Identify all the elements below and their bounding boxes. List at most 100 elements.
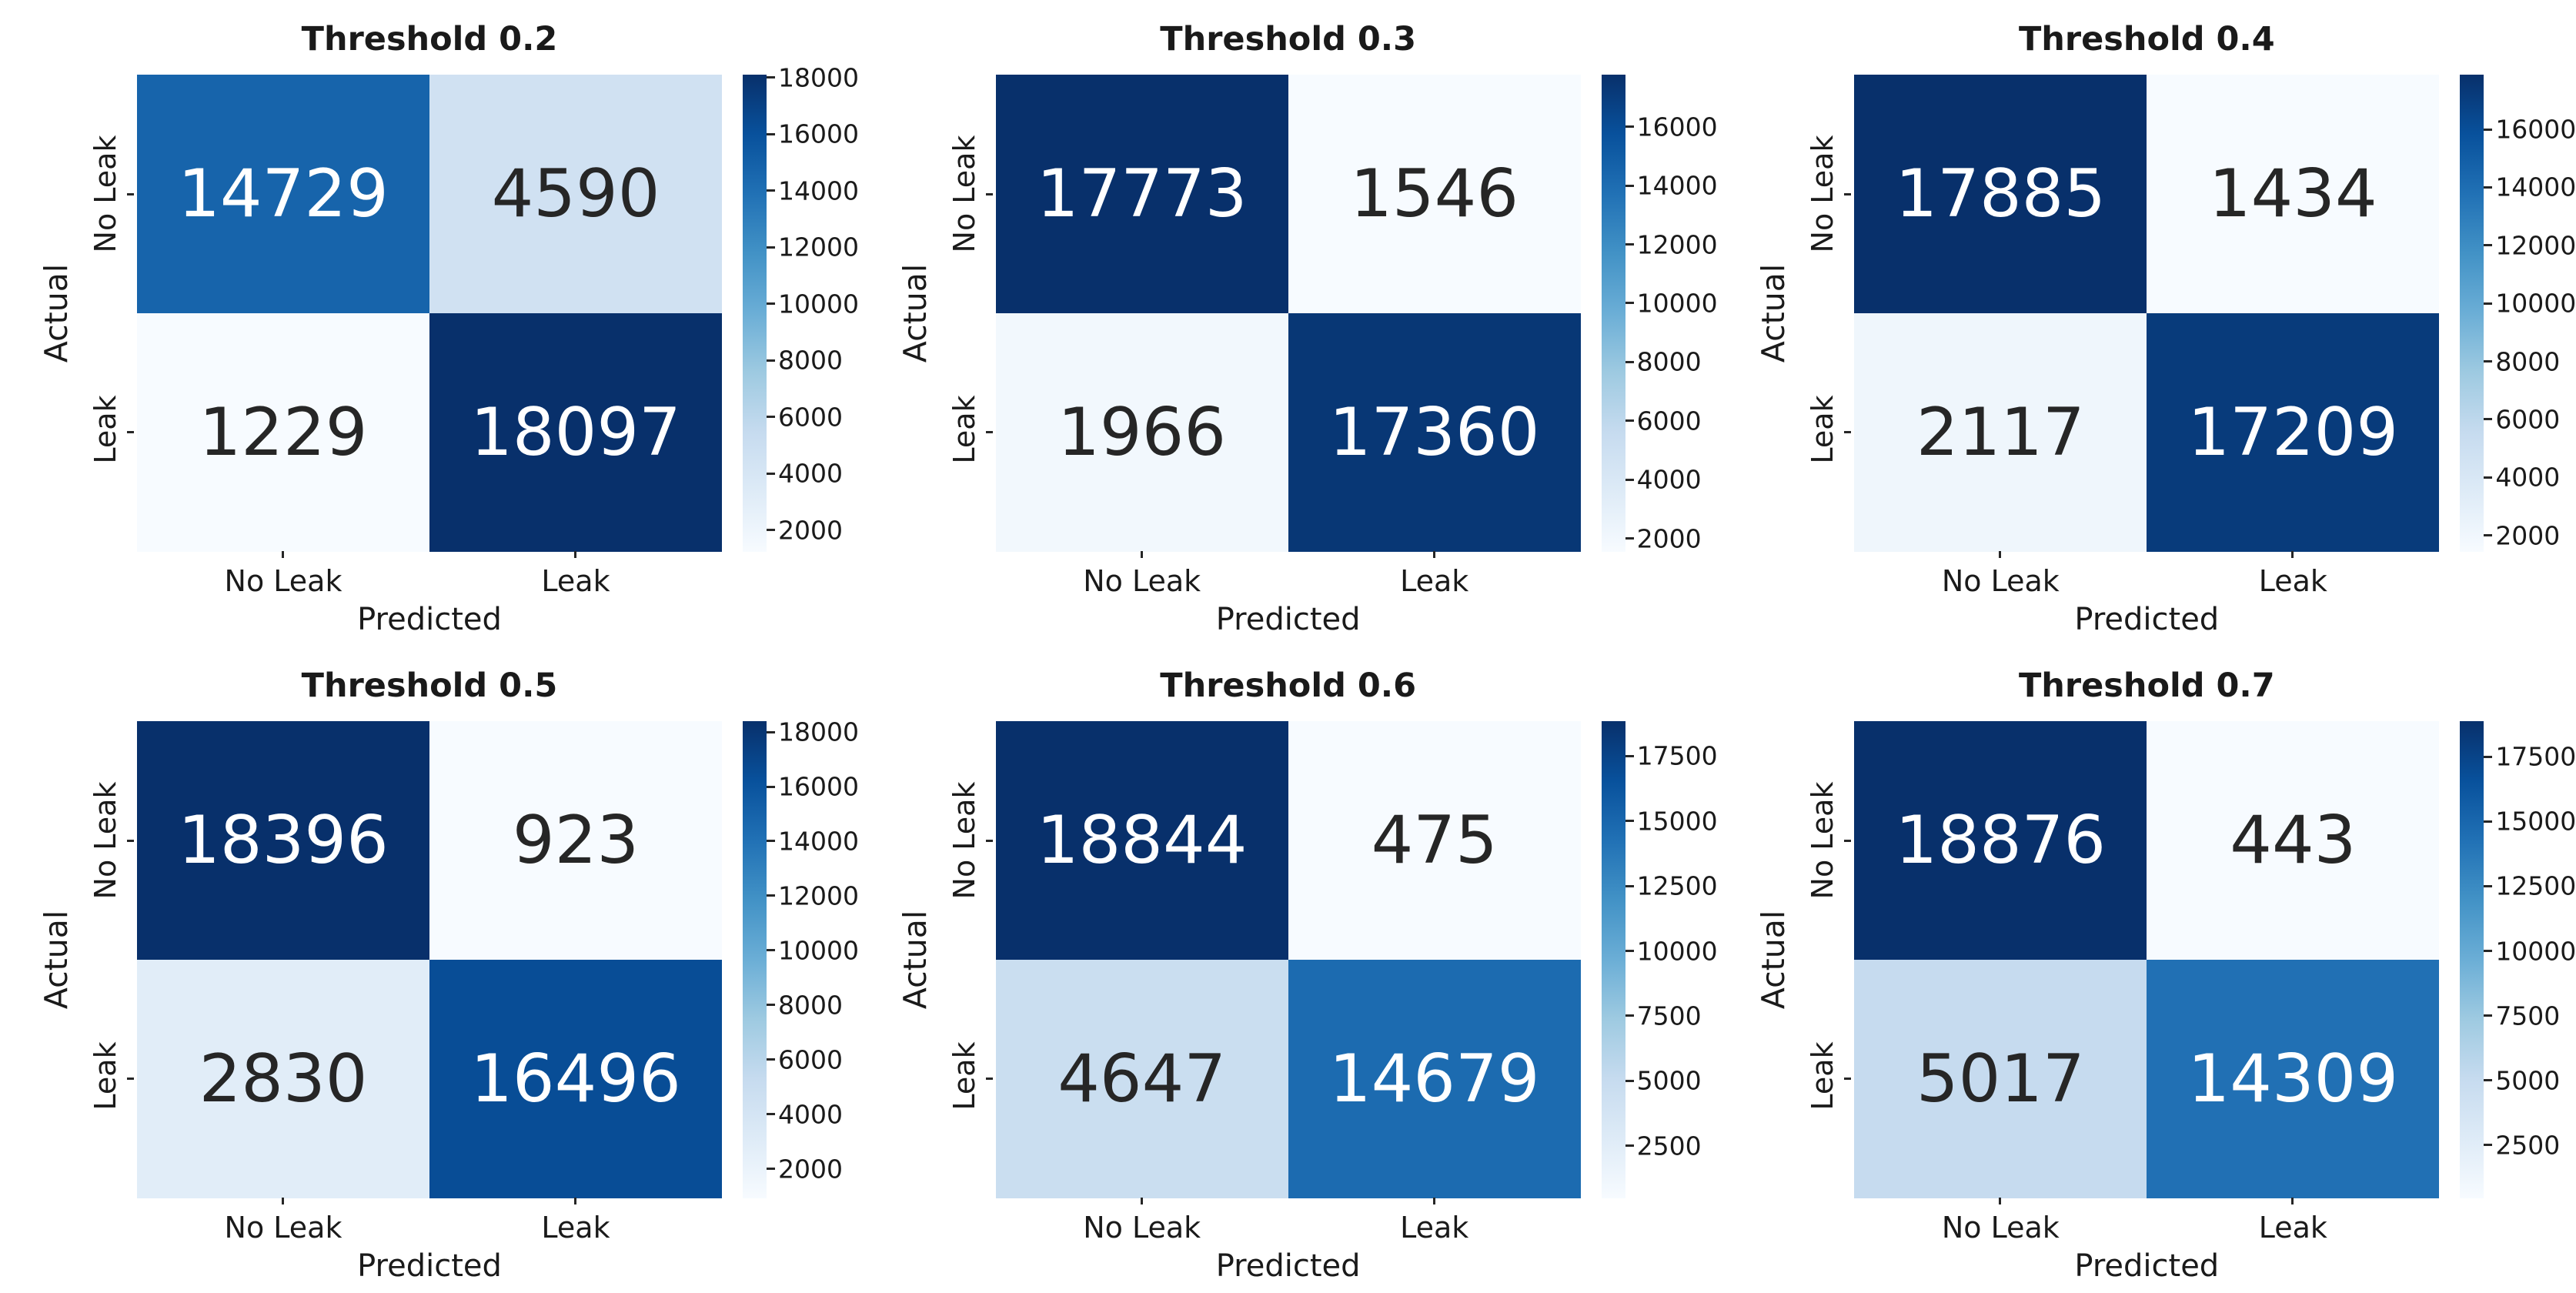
y-tick-mark xyxy=(127,1078,134,1080)
colorbar-tick-label: 12000 xyxy=(778,232,859,262)
colorbar-tick-label: 10000 xyxy=(1636,936,1718,966)
colorbar-tick-mark xyxy=(2484,884,2493,887)
colorbar-tick-mark xyxy=(767,416,775,419)
x-tick-label-leak: Leak xyxy=(1400,1211,1469,1245)
colorbar-tick-label: 10000 xyxy=(2495,288,2576,319)
cell-false-positive: 1434 xyxy=(2147,75,2440,313)
colorbar-tick-mark xyxy=(1625,537,1634,540)
panel-title: Threshold 0.3 xyxy=(1160,20,1417,58)
heatmap: 14729 4590 1229 18097 xyxy=(137,75,722,552)
colorbar-tick-label: 5000 xyxy=(2495,1065,2561,1096)
colorbar-tick-label: 17500 xyxy=(2495,741,2576,772)
y-tick-mark xyxy=(985,1078,993,1080)
colorbar-tick-mark xyxy=(1625,419,1634,423)
colorbar-tick-label: 4000 xyxy=(2495,462,2561,493)
colorbar-tick-label: 15000 xyxy=(1636,806,1718,837)
cell-false-negative: 2117 xyxy=(1854,313,2147,552)
x-tick-label-no-leak: No Leak xyxy=(224,564,342,598)
colorbar-tick-mark xyxy=(2484,418,2493,421)
colorbar-tick-label: 7500 xyxy=(2495,1001,2561,1031)
x-axis-label: Predicted xyxy=(2074,1248,2220,1284)
y-axis-label-text: Actual xyxy=(896,910,934,1010)
cell-true-positive: 17360 xyxy=(1288,313,1581,552)
colorbar-tick-label: 7500 xyxy=(1636,1001,1702,1031)
cell-true-positive: 14309 xyxy=(2147,960,2440,1198)
colorbar-tick-label: 2000 xyxy=(1636,523,1702,554)
x-tick-label-leak: Leak xyxy=(1400,564,1469,598)
colorbar-tick-label: 2500 xyxy=(1636,1131,1702,1161)
x-axis-label: Predicted xyxy=(1215,602,1361,637)
y-axis-label-text: Actual xyxy=(1755,263,1793,363)
colorbar-tick-label: 14000 xyxy=(778,826,859,857)
cell-true-positive: 14679 xyxy=(1288,960,1581,1198)
x-tick-label-no-leak: No Leak xyxy=(1083,1211,1201,1245)
x-axis-label: Predicted xyxy=(1215,1248,1361,1284)
colorbar-tick-label: 8000 xyxy=(1636,346,1702,377)
x-tick-label-no-leak: No Leak xyxy=(224,1211,342,1245)
y-axis-label-text: Actual xyxy=(896,263,934,363)
colorbar-tick-label: 2500 xyxy=(2495,1130,2561,1161)
colorbar-tick-label: 2000 xyxy=(778,1154,843,1184)
y-tick-mark xyxy=(985,840,993,842)
cell-false-negative: 5017 xyxy=(1854,960,2147,1198)
x-tick-mark xyxy=(2291,1198,2294,1204)
colorbar-tick-mark xyxy=(1625,754,1634,757)
colorbar-tick-label: 5000 xyxy=(1636,1065,1702,1096)
panel-title: Threshold 0.4 xyxy=(2018,20,2275,58)
cell-false-negative: 1966 xyxy=(995,313,1288,552)
x-tick-mark xyxy=(574,1198,576,1204)
cell-true-positive: 17209 xyxy=(2147,313,2440,552)
colorbar-tick-mark xyxy=(767,302,775,306)
colorbar-tick-label: 16000 xyxy=(778,771,859,802)
colorbar-tick-mark xyxy=(1625,1014,1634,1017)
y-tick-label-text: Leak xyxy=(947,1041,981,1111)
colorbar-tick-mark xyxy=(1625,302,1634,305)
x-tick-mark xyxy=(282,551,284,558)
colorbar-tick-label: 10000 xyxy=(778,935,859,966)
cell-true-negative: 17885 xyxy=(1854,75,2147,313)
y-tick-mark xyxy=(1844,193,1852,195)
colorbar-tick-mark xyxy=(767,189,775,192)
colorbar-tick-label: 12000 xyxy=(2495,230,2576,261)
colorbar-tick-mark xyxy=(767,949,775,952)
heatmap: 17773 1546 1966 17360 xyxy=(995,75,1581,552)
colorbar-tick-mark xyxy=(2484,302,2493,305)
cell-false-positive: 4590 xyxy=(429,75,722,313)
colorbar-tick-mark xyxy=(767,132,775,135)
colorbar-tick-label: 14000 xyxy=(778,175,859,206)
cell-true-negative: 18396 xyxy=(137,721,429,960)
panel-threshold-0-5: Threshold 0.5 Actual No Leak Leak 18396 … xyxy=(0,646,859,1293)
x-tick-mark xyxy=(1432,1198,1435,1204)
colorbar-tick-label: 4000 xyxy=(1636,464,1702,495)
panel-threshold-0-4: Threshold 0.4 Actual No Leak Leak 17885 … xyxy=(1717,0,2576,646)
y-tick-label-text: Leak xyxy=(1806,395,1840,464)
y-axis-label-text: Actual xyxy=(1755,910,1793,1010)
colorbar-tick-label: 8000 xyxy=(2495,346,2561,377)
colorbar-tick-label: 12500 xyxy=(1636,870,1718,901)
y-tick-mark xyxy=(127,840,134,842)
colorbar-tick-mark xyxy=(2484,185,2493,189)
colorbar-tick-mark xyxy=(1625,1079,1634,1082)
colorbar-tick-mark xyxy=(767,785,775,788)
cell-false-negative: 4647 xyxy=(995,960,1288,1198)
cell-true-negative: 18844 xyxy=(995,721,1288,960)
cell-false-positive: 443 xyxy=(2147,721,2440,960)
colorbar xyxy=(2460,75,2484,552)
colorbar-tick-label: 10000 xyxy=(2495,936,2576,967)
panel-title: Threshold 0.6 xyxy=(1160,667,1417,705)
y-tick-mark xyxy=(1844,840,1852,842)
heatmap: 17885 1434 2117 17209 xyxy=(1854,75,2440,552)
cell-false-negative: 2830 xyxy=(137,960,429,1198)
x-tick-mark xyxy=(1999,1198,2002,1204)
cell-true-positive: 16496 xyxy=(429,960,722,1198)
cell-true-negative: 18876 xyxy=(1854,721,2147,960)
x-axis-label: Predicted xyxy=(2074,602,2220,637)
x-axis-label: Predicted xyxy=(357,1248,502,1284)
colorbar-tick-mark xyxy=(2484,1144,2493,1147)
colorbar-tick-mark xyxy=(767,76,775,79)
colorbar-tick-mark xyxy=(767,1113,775,1116)
x-tick-label-no-leak: No Leak xyxy=(1941,1211,2060,1245)
colorbar xyxy=(743,75,767,552)
panel-title: Threshold 0.7 xyxy=(2018,667,2275,705)
x-tick-mark xyxy=(2291,551,2294,558)
